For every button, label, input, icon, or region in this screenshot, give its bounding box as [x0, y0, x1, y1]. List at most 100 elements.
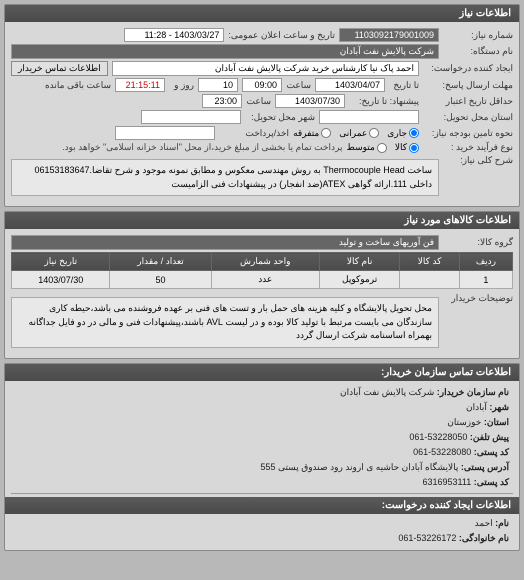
contact-body: نام سازمان خریدار: شرکت پالایش نفت آبادا…	[5, 381, 519, 550]
deadline-time: 09:00	[242, 78, 282, 92]
purchase-opt-1[interactable]: متوسط	[347, 142, 387, 153]
delivery-province	[319, 110, 419, 124]
remaining-label: ساعت باقی مانده	[41, 80, 111, 91]
family-tel: 53226172-061	[398, 533, 456, 543]
budget-radio-group: جاری عمرانی متفرقه	[293, 128, 419, 139]
th-2: نام کالا	[319, 253, 399, 271]
th-1: کد کالا	[400, 253, 459, 271]
separator	[11, 493, 513, 494]
receive-value	[115, 126, 215, 140]
tel-pre-label: پیش تلفن:	[470, 432, 509, 442]
org-line: نام سازمان خریدار: شرکت پالایش نفت آبادا…	[11, 385, 513, 400]
row-keyword: شرح کلی نیاز: ساخت Thermocouple Head به …	[11, 155, 513, 200]
tel-line: پیش تلفن: 53228050-061	[11, 430, 513, 445]
row-creator: ایجاد کننده درخواست: احمد پاک نیا کارشنا…	[11, 61, 513, 76]
td-0: 1	[459, 271, 512, 289]
th-0: ردیف	[459, 253, 512, 271]
postal-label: کد پستی:	[474, 447, 509, 457]
addr-label: آدرس پستی:	[461, 462, 509, 472]
name-label: نام:	[495, 518, 509, 528]
creator-value: احمد پاک نیا کارشناس خرید شرکت پالایش نف…	[112, 61, 419, 76]
postal-line: کد پستی: 53228080-061	[11, 445, 513, 460]
org-name: شرکت پالایش نفت آبادان	[340, 387, 434, 397]
goods-panel-title: اطلاعات کالاهای مورد نیاز	[5, 212, 519, 229]
days-label: روز و	[169, 80, 194, 91]
creator-section-title: اطلاعات ایجاد کننده درخواست:	[5, 497, 519, 514]
receive-label: اخذ/پرداخت	[219, 128, 289, 139]
purchase-opt-0[interactable]: کالا	[395, 142, 419, 153]
keyword-label: شرح کلی نیاز:	[443, 155, 513, 166]
creator-label: ایجاد کننده درخواست:	[423, 63, 513, 74]
row-device: نام دستگاه: شرکت پالایش نفت آبادان	[11, 44, 513, 59]
notes-label: توضیحات خریدار	[443, 293, 513, 304]
province-value: خوزستان	[447, 417, 481, 427]
purchase-radio-group: کالا متوسط	[347, 142, 419, 153]
delivery-addr-label: استان محل تحویل:	[423, 112, 513, 123]
addr-line: آدرس پستی: پالایشگاه آبادان حاشیه ی ارون…	[11, 460, 513, 475]
deadline-to-label: تا تاریخ	[389, 80, 419, 91]
name-value: احمد	[475, 518, 493, 528]
th-4: تعداد / مقدار	[110, 253, 211, 271]
td-5: 1403/07/30	[12, 271, 110, 289]
delivery-city	[141, 110, 241, 124]
validity-to-label: پیشنهاد: تا تاریخ:	[349, 96, 419, 107]
row-delivery: استان محل تحویل: شهر محل تحویل:	[11, 110, 513, 124]
budget-opt-1[interactable]: عمرانی	[339, 128, 379, 139]
deadline-send-label: مهلت ارسال پاسخ:	[423, 80, 513, 91]
province-line: استان: خوزستان	[11, 415, 513, 430]
time-remaining: 21:15:11	[115, 78, 165, 92]
budget-label: نحوه تامین بودجه نیاز:	[423, 128, 513, 139]
req-number-label: شماره نیاز:	[443, 30, 513, 41]
addr-value: پالایشگاه آبادان حاشیه ی اروند رود صندوق…	[260, 462, 458, 472]
info-panel: اطلاعات نیاز شماره نیاز: 110309217900100…	[4, 4, 520, 207]
purchase-note: پرداخت تمام یا بخشی از مبلغ خرید،از محل …	[62, 142, 342, 153]
row-group: گروه کالا: فن آوریهای ساخت و تولید	[11, 235, 513, 250]
row-notes: توضیحات خریدار محل تحویل پالایشگاه و کلی…	[11, 293, 513, 352]
postal2-line: کد پستی: 6316953111	[11, 475, 513, 490]
device-label: نام دستگاه:	[443, 46, 513, 57]
td-4: 50	[110, 271, 211, 289]
validity-time: 23:00	[202, 94, 242, 108]
req-number-value: 1103092179001009	[339, 28, 439, 42]
td-2: ترموکوپل	[319, 271, 399, 289]
contact-buyer-button[interactable]: اطلاعات تماس خریدار	[11, 61, 108, 76]
row-deadline: مهلت ارسال پاسخ: تا تاریخ 1403/04/07 ساع…	[11, 78, 513, 92]
datetime-value: 1403/03/27 - 11:28	[124, 28, 224, 42]
province-label: استان:	[484, 417, 509, 427]
time-label-2: ساعت	[246, 96, 271, 107]
validity-date: 1403/07/30	[275, 94, 345, 108]
notes-desc: محل تحویل پالایشگاه و کلیه هزینه های حمل…	[11, 297, 439, 348]
row-validity: حداقل تاریخ اعتبار پیشنهاد: تا تاریخ: 14…	[11, 94, 513, 108]
th-5: تاریخ نیاز	[12, 253, 110, 271]
postal2-value: 6316953111	[423, 477, 472, 487]
row-budget: نحوه تامین بودجه نیاز: جاری عمرانی متفرق…	[11, 126, 513, 140]
group-value: فن آوریهای ساخت و تولید	[11, 235, 439, 250]
table-header-row: ردیف کد کالا نام کالا واحد شمارش تعداد /…	[12, 253, 513, 271]
goods-panel: اطلاعات کالاهای مورد نیاز گروه کالا: فن …	[4, 211, 520, 359]
city-value: آبادان	[466, 402, 487, 412]
family-line: نام خانوادگی: 53226172-061	[11, 531, 513, 546]
th-3: واحد شمارش	[211, 253, 319, 271]
goods-table: ردیف کد کالا نام کالا واحد شمارش تعداد /…	[11, 252, 513, 289]
city-line: شهر: آبادان	[11, 400, 513, 415]
org-name-label: نام سازمان خریدار:	[437, 387, 509, 397]
group-label: گروه کالا:	[443, 237, 513, 248]
contact-panel: اطلاعات تماس سازمان خریدار: نام سازمان خ…	[4, 363, 520, 551]
city-label: شهر:	[489, 402, 509, 412]
budget-opt-0[interactable]: جاری	[387, 128, 419, 139]
row-req-number: شماره نیاز: 1103092179001009 تاریخ و ساع…	[11, 28, 513, 42]
row-purchase-type: نوع فرآیند خرید : کالا متوسط پرداخت تمام…	[11, 142, 513, 153]
delivery-city-label: شهر محل تحویل:	[245, 112, 315, 123]
device-value: شرکت پالایش نفت آبادان	[11, 44, 439, 59]
contact-panel-title: اطلاعات تماس سازمان خریدار:	[5, 364, 519, 381]
budget-opt-2[interactable]: متفرقه	[293, 128, 331, 139]
purchase-type-label: نوع فرآیند خرید :	[423, 142, 513, 153]
td-1	[400, 271, 459, 289]
keyword-desc: ساخت Thermocouple Head به روش مهندسی معک…	[11, 159, 439, 196]
name-line: نام: احمد	[11, 516, 513, 531]
postal-value: 53228080-061	[413, 447, 471, 457]
goods-body: گروه کالا: فن آوریهای ساخت و تولید ردیف …	[5, 229, 519, 358]
validity-label: حداقل تاریخ اعتبار	[423, 96, 513, 107]
deadline-date: 1403/04/07	[315, 78, 385, 92]
postal2-label: کد پستی:	[474, 477, 509, 487]
